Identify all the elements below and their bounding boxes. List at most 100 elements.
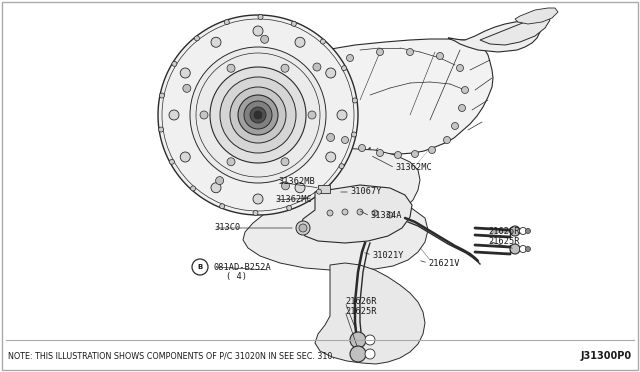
Circle shape bbox=[287, 205, 292, 211]
Circle shape bbox=[456, 64, 463, 71]
Text: 31362MB: 31362MB bbox=[278, 177, 315, 186]
Circle shape bbox=[227, 64, 235, 72]
Text: 081AD-B252A: 081AD-B252A bbox=[213, 263, 271, 272]
Circle shape bbox=[520, 228, 527, 234]
Circle shape bbox=[191, 186, 196, 191]
Circle shape bbox=[353, 98, 357, 103]
Circle shape bbox=[326, 134, 335, 141]
Circle shape bbox=[461, 87, 468, 93]
Circle shape bbox=[295, 183, 305, 193]
Circle shape bbox=[225, 20, 229, 25]
Circle shape bbox=[258, 15, 263, 20]
Text: J31300P0: J31300P0 bbox=[581, 351, 632, 361]
Circle shape bbox=[296, 221, 310, 235]
Text: B: B bbox=[197, 264, 203, 270]
Circle shape bbox=[220, 204, 225, 209]
Circle shape bbox=[412, 151, 419, 157]
Polygon shape bbox=[480, 16, 550, 45]
Circle shape bbox=[510, 226, 520, 236]
Circle shape bbox=[406, 48, 413, 55]
Circle shape bbox=[159, 127, 164, 132]
Circle shape bbox=[376, 48, 383, 55]
Text: NOTE: THIS ILLUSTRATION SHOWS COMPONENTS OF P/C 31020N IN SEE SEC. 310.: NOTE: THIS ILLUSTRATION SHOWS COMPONENTS… bbox=[8, 352, 335, 360]
Circle shape bbox=[350, 332, 366, 348]
Text: 21626R: 21626R bbox=[345, 298, 376, 307]
Circle shape bbox=[342, 137, 349, 144]
Circle shape bbox=[376, 150, 383, 157]
Circle shape bbox=[211, 37, 221, 47]
Circle shape bbox=[183, 84, 191, 92]
Circle shape bbox=[342, 66, 347, 71]
Circle shape bbox=[250, 107, 266, 123]
Circle shape bbox=[317, 189, 321, 194]
Circle shape bbox=[299, 224, 307, 232]
Circle shape bbox=[525, 228, 531, 234]
Circle shape bbox=[200, 111, 208, 119]
Text: 21625R: 21625R bbox=[345, 307, 376, 315]
Circle shape bbox=[357, 209, 363, 215]
Circle shape bbox=[436, 52, 444, 60]
Circle shape bbox=[394, 151, 401, 158]
Circle shape bbox=[321, 39, 325, 44]
Circle shape bbox=[253, 211, 258, 215]
Circle shape bbox=[372, 210, 378, 216]
Circle shape bbox=[216, 177, 223, 185]
Text: 31362MC: 31362MC bbox=[275, 196, 312, 205]
Circle shape bbox=[291, 21, 296, 26]
Circle shape bbox=[520, 246, 527, 253]
Circle shape bbox=[313, 63, 321, 71]
Bar bbox=[318, 185, 330, 193]
Circle shape bbox=[308, 111, 316, 119]
Polygon shape bbox=[448, 21, 540, 52]
Circle shape bbox=[444, 137, 451, 144]
Text: 313C0: 313C0 bbox=[214, 224, 240, 232]
Circle shape bbox=[525, 247, 531, 251]
Polygon shape bbox=[218, 39, 493, 154]
Circle shape bbox=[238, 95, 278, 135]
Circle shape bbox=[458, 105, 465, 112]
Circle shape bbox=[190, 47, 326, 183]
Circle shape bbox=[351, 132, 356, 137]
Circle shape bbox=[282, 182, 289, 190]
Circle shape bbox=[326, 152, 336, 162]
Circle shape bbox=[326, 68, 336, 78]
Circle shape bbox=[254, 111, 262, 119]
Text: 31334A: 31334A bbox=[370, 212, 401, 221]
Polygon shape bbox=[515, 8, 558, 24]
Circle shape bbox=[339, 164, 344, 169]
Text: 31021Y: 31021Y bbox=[372, 250, 403, 260]
Circle shape bbox=[281, 64, 289, 72]
Polygon shape bbox=[315, 263, 425, 364]
Polygon shape bbox=[270, 148, 420, 220]
Circle shape bbox=[210, 67, 306, 163]
Circle shape bbox=[180, 68, 190, 78]
Circle shape bbox=[170, 159, 175, 164]
Text: 21626R: 21626R bbox=[488, 228, 520, 237]
Polygon shape bbox=[300, 185, 412, 243]
Circle shape bbox=[260, 35, 269, 43]
Text: 31362MC: 31362MC bbox=[395, 164, 432, 173]
Circle shape bbox=[510, 244, 520, 254]
Text: 21625R: 21625R bbox=[488, 237, 520, 246]
Circle shape bbox=[253, 194, 263, 204]
Circle shape bbox=[169, 110, 179, 120]
Polygon shape bbox=[158, 15, 358, 215]
Text: ( 4): ( 4) bbox=[226, 272, 247, 280]
Circle shape bbox=[227, 158, 235, 166]
Circle shape bbox=[387, 212, 393, 218]
Circle shape bbox=[211, 183, 221, 193]
Circle shape bbox=[180, 152, 190, 162]
Circle shape bbox=[195, 36, 200, 41]
Circle shape bbox=[295, 37, 305, 47]
Circle shape bbox=[253, 26, 263, 36]
Circle shape bbox=[350, 346, 366, 362]
Circle shape bbox=[429, 147, 435, 154]
Circle shape bbox=[451, 122, 458, 129]
Circle shape bbox=[244, 101, 272, 129]
Circle shape bbox=[159, 93, 164, 98]
Circle shape bbox=[230, 87, 286, 143]
Text: 21621V: 21621V bbox=[428, 259, 460, 267]
Circle shape bbox=[220, 77, 296, 153]
Circle shape bbox=[346, 55, 353, 61]
Circle shape bbox=[192, 259, 208, 275]
